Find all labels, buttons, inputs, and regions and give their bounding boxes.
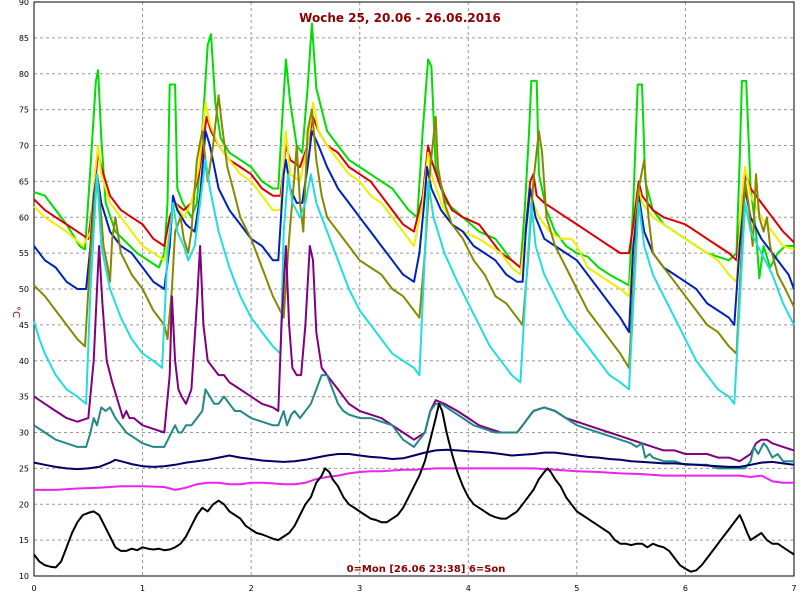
series-lines xyxy=(33,22,795,573)
y-tick-label: 75 xyxy=(19,106,29,115)
series-line-2 xyxy=(33,115,795,269)
y-tick-label: 40 xyxy=(19,357,29,366)
chart-title: Woche 25, 20.06 - 26.06.2016 xyxy=(299,11,501,25)
y-tick-label: 80 xyxy=(19,70,29,79)
y-tick-label: 30 xyxy=(19,429,29,438)
x-tick-label: 4 xyxy=(466,584,471,593)
series-line-7 xyxy=(33,245,795,463)
y-tick-label: 15 xyxy=(19,536,29,545)
series-line-3 xyxy=(33,101,795,298)
y-tick-label: 90 xyxy=(19,0,29,7)
x-axis-caption: 0=Mon [26.06 23:38] 6=Son xyxy=(347,564,506,575)
y-tick-label: 45 xyxy=(19,321,29,330)
y-tick-label: 60 xyxy=(19,213,29,222)
y-tick-label: 70 xyxy=(19,142,29,151)
y-tick-label: 85 xyxy=(19,34,29,43)
x-tick-label: 0 xyxy=(31,584,36,593)
y-axis-label: °C xyxy=(10,306,21,318)
x-tick-label: 5 xyxy=(574,584,579,593)
y-tick-label: 55 xyxy=(19,249,29,258)
series-line-6 xyxy=(33,158,795,405)
series-line-8 xyxy=(33,374,794,470)
y-tick-label: 35 xyxy=(19,393,29,402)
series-line-5 xyxy=(33,94,795,369)
x-tick-label: 3 xyxy=(357,584,362,593)
y-tick-label: 20 xyxy=(19,500,29,509)
x-tick-label: 7 xyxy=(791,584,796,593)
series-line-9 xyxy=(33,448,795,471)
series-line-10 xyxy=(34,467,794,491)
x-tick-label: 2 xyxy=(249,584,254,593)
x-tick-label: 6 xyxy=(683,584,688,593)
x-tick-label: 1 xyxy=(140,584,145,593)
y-tick-label: 50 xyxy=(19,285,29,294)
y-tick-label: 65 xyxy=(19,177,29,186)
y-tick-label: 25 xyxy=(19,464,29,473)
y-tick-label: 10 xyxy=(19,572,29,581)
series-line-11 xyxy=(33,402,795,573)
